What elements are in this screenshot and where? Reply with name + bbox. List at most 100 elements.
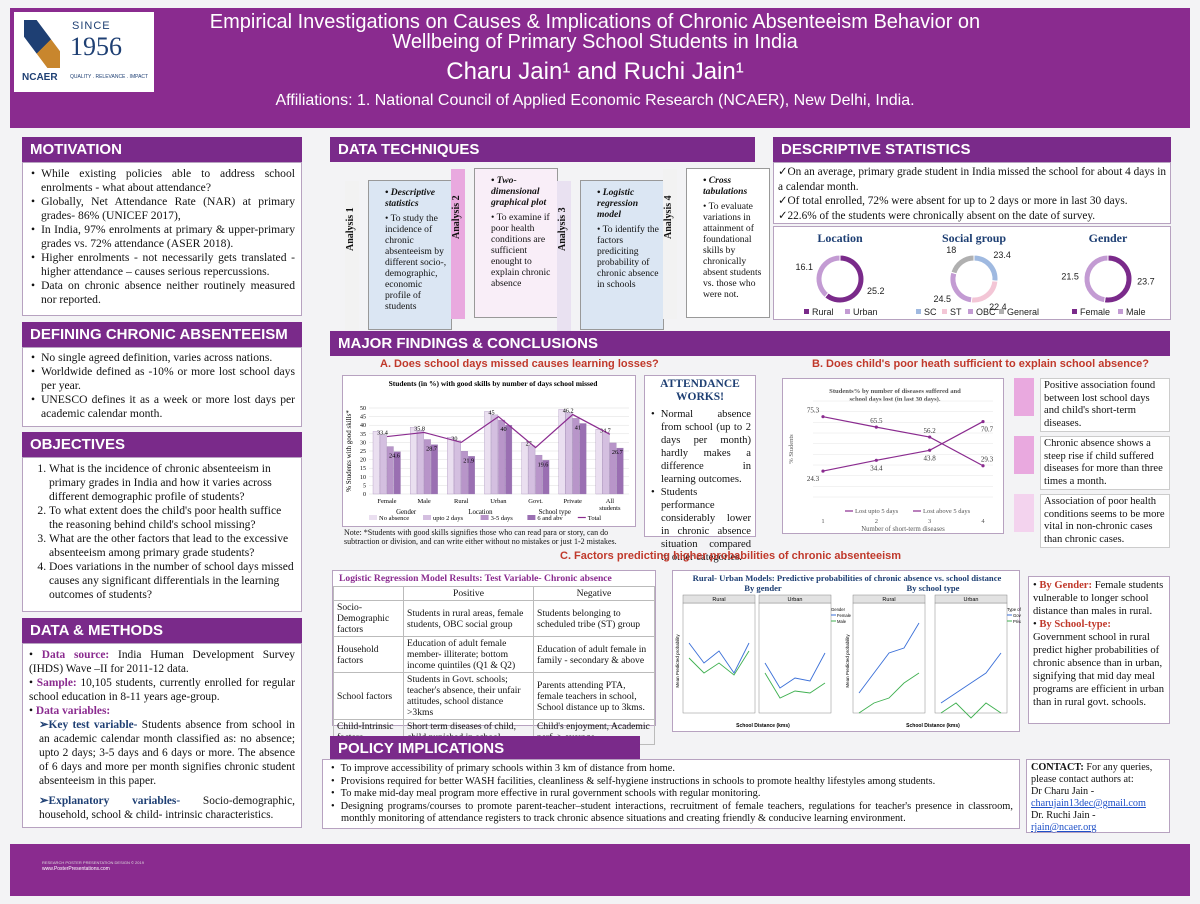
footer-line-2: www.PosterPresentations.com xyxy=(42,866,110,872)
donut-legend-swatch xyxy=(804,309,809,314)
line-point xyxy=(928,448,932,452)
contact-email-2[interactable]: rjain@ncaer.org xyxy=(1031,822,1097,833)
line-xtick-label: 2 xyxy=(875,518,878,525)
line-point xyxy=(821,469,825,473)
contact-text: For any queries, please contact authors … xyxy=(1031,762,1153,785)
attendance-item: Students performance considerably lower … xyxy=(649,486,751,564)
donut-value-label: 21.5 xyxy=(1061,271,1079,281)
c-note-school-label: By School-type: xyxy=(1039,619,1111,630)
donut-value-label: 18 xyxy=(946,245,956,255)
contact-email-1[interactable]: charujain13dec@gmail.com xyxy=(1031,798,1146,809)
bar-ytick-label: 15 xyxy=(360,466,366,472)
motivation-item: Higher enrolments - not necessarily gets… xyxy=(29,251,295,279)
bar-total-label: 35.8 xyxy=(414,425,425,432)
attendance-box: ATTENDANCE WORKS! Normal absence from sc… xyxy=(644,375,756,563)
ncaer-logo: NCAER SINCE 1956 QUALITY . RELEVANCE . I… xyxy=(14,12,154,92)
line-xtick-label: 4 xyxy=(981,518,985,525)
data-source-label: Data source: xyxy=(41,649,110,661)
defining-box: No single agreed definition, varies acro… xyxy=(22,347,302,427)
bar-total-label: 46.2 xyxy=(563,408,574,415)
lr-header-cell: Positive xyxy=(403,586,534,601)
donut-legend-swatch xyxy=(1118,309,1123,314)
c-note-gender-text: Female students vulnerable to longer sch… xyxy=(1033,580,1164,617)
bar-chart-ylabel: % Students with good skills* xyxy=(345,410,353,492)
line-chart-title-2: school days lost (in last 30 days). xyxy=(849,396,940,403)
motivation-list: While existing policies able to address … xyxy=(29,167,295,307)
bar-group-label: School type xyxy=(539,509,571,516)
poster-authors: Charu Jain¹ and Ruchi Jain¹ xyxy=(446,58,744,85)
donut-title: Location xyxy=(817,231,863,245)
line-value-label: 24.3 xyxy=(807,475,820,483)
lr-cell: School factors xyxy=(333,672,404,720)
bar-category-label: Urban xyxy=(490,498,507,505)
descriptive-item: ✓On an average, primary grade student in… xyxy=(778,166,1166,193)
bar-ytick-label: 20 xyxy=(360,458,366,464)
bar-category-label: Rural xyxy=(454,498,469,505)
ncaer-logo-mark xyxy=(24,20,60,68)
lr-row: School factors Students in Govt. schools;… xyxy=(333,672,656,720)
donut-title: Social group xyxy=(942,231,1006,245)
line-xtick-label: 1 xyxy=(821,518,824,525)
donut-slice xyxy=(949,271,973,304)
prob-line xyxy=(764,652,826,689)
donut-legend-label: ST xyxy=(950,307,962,317)
poster-footer xyxy=(10,844,1190,896)
chart-note: Note: *Students with good skills signifi… xyxy=(344,528,617,546)
bar-other-label: 19.6 xyxy=(538,461,549,468)
donut-value-label: 23.4 xyxy=(993,250,1011,260)
donut-legend-swatch xyxy=(845,309,850,314)
lr-table-box: Logistic Regression Model Results: Test … xyxy=(332,570,656,745)
defining-item: UNESCO defines it as a week or more lost… xyxy=(29,393,295,421)
line-legend-label: Lost upto 5 days xyxy=(855,508,899,515)
bar-mark xyxy=(409,427,417,495)
line-point xyxy=(928,435,932,439)
donut-slice xyxy=(1083,254,1109,304)
prob-line xyxy=(688,642,750,674)
bar-mark xyxy=(430,444,438,495)
lr-header-cell: Negative xyxy=(532,586,656,601)
probability-charts: Rural- Urban Models: Predictive probabil… xyxy=(675,573,1034,729)
line-chart-box: Students% by number of diseases suffered… xyxy=(782,378,1004,534)
b-note-swatch xyxy=(1014,494,1034,532)
prob-title: Rural- Urban Models: Predictive probabil… xyxy=(693,573,1002,583)
technique-card-text: • To study the incidence of chronic abse… xyxy=(385,213,447,312)
technique-card-label: Analysis 1 xyxy=(345,207,356,251)
policy-box: To improve accessibility of primary scho… xyxy=(322,759,1020,829)
b-note-text: Association of poor health conditions se… xyxy=(1040,494,1170,548)
c-notes-box: • By Gender: Female students vulnerable … xyxy=(1028,576,1170,724)
donut-legend-swatch xyxy=(999,309,1004,314)
technique-card: Analysis 4 • Cross tabulations • To evalua… xyxy=(663,168,770,319)
explanatory-variable-label: Explanatory variables- xyxy=(48,795,181,807)
donut-title: Gender xyxy=(1089,231,1128,245)
motivation-item: Globally, Net Attendance Rate (NAR) at p… xyxy=(29,195,295,223)
bar-other-label: 40 xyxy=(500,426,506,433)
bar-total-line xyxy=(386,413,611,449)
bar-other-label: 26.7 xyxy=(612,449,623,456)
donut-legend-label: SC xyxy=(924,307,937,317)
lr-cell: Socio-Demographic factors xyxy=(333,600,404,637)
bar-mark xyxy=(393,451,401,495)
bar-mark xyxy=(461,451,468,495)
attendance-item: Normal absence from school (up to 2 days… xyxy=(649,408,751,486)
bar-mark xyxy=(491,414,499,495)
bar-mark xyxy=(484,411,492,495)
prob-line xyxy=(940,652,1002,704)
finding-c-title: C. Factors predicting higher probabiliti… xyxy=(560,550,902,562)
bar-ytick-label: 10 xyxy=(360,475,366,481)
motivation-heading: MOTIVATION xyxy=(22,137,302,162)
prob-legend-label: Type of school xyxy=(1007,607,1021,612)
key-variable-text: Students absence from school in an acade… xyxy=(39,719,295,787)
bar-legend-swatch xyxy=(423,515,431,520)
key-variable-label: Key test variable- xyxy=(48,719,138,731)
donut-value-label: 16.1 xyxy=(795,262,813,272)
finding-a-title: A. Does school days missed causes learni… xyxy=(380,358,659,370)
policy-heading: POLICY IMPLICATIONS xyxy=(330,736,640,761)
bar-other-label: 41 xyxy=(575,424,581,431)
technique-card-text: • To evaluate variations in attainment o… xyxy=(703,201,762,300)
bar-other-label: 21.9 xyxy=(463,457,474,464)
bar-ytick-label: 5 xyxy=(363,483,366,489)
technique-card: Analysis 2 • Two-dimensional graphical pl… xyxy=(451,168,558,319)
bar-mark xyxy=(616,447,624,495)
technique-card-label: Analysis 2 xyxy=(451,195,462,239)
line-point xyxy=(981,419,985,424)
